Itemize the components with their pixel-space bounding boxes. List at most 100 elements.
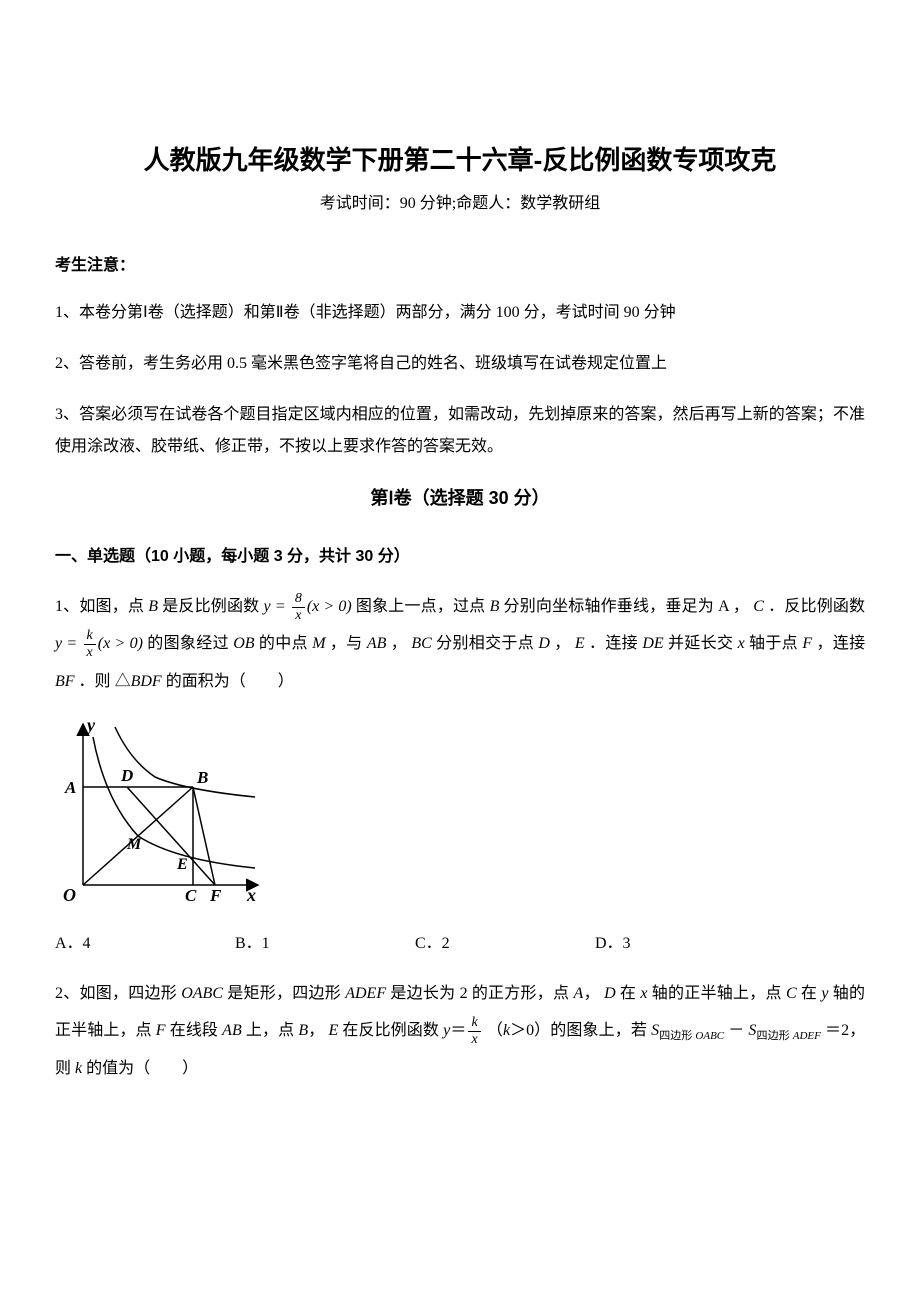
q1-text: ．则 xyxy=(79,673,111,690)
frac-num: 8 xyxy=(292,592,305,608)
q1-AB: AB xyxy=(367,635,387,652)
q2-D: D xyxy=(604,985,616,1002)
q2-text: 的值为（ ） xyxy=(86,1060,198,1077)
instruction-2: 2、答卷前，考生务必用 0.5 毫米黑色签字笔将自己的姓名、班级填写在试卷规定位… xyxy=(55,348,865,379)
q1-cond1: (x > 0) xyxy=(307,598,352,615)
question-1: 1、如图，点 B 是反比例函数 y = 8x(x > 0) 图象上一点，过点 B… xyxy=(55,588,865,701)
q1-choice-b: B．1 xyxy=(235,929,415,953)
q2-E: E xyxy=(328,1022,338,1039)
q1-choice-c: C．2 xyxy=(415,929,595,953)
label-x: x xyxy=(246,885,256,905)
q1-frac2: kx xyxy=(84,629,96,660)
sub-oabc: OABC xyxy=(695,1030,724,1042)
label-M: M xyxy=(126,836,142,853)
q2-sub2: 四边形 ADEF xyxy=(756,1030,820,1042)
notice-heading: 考生注意： xyxy=(55,251,865,275)
q2-text: ＞0）的图象上，若 xyxy=(510,1022,647,1039)
label-y: y xyxy=(85,715,96,735)
q2-text: 轴的正半轴上，点 xyxy=(652,985,782,1002)
q2-k: k xyxy=(503,1022,510,1039)
q1-M: M xyxy=(312,635,325,652)
q1-text: ， xyxy=(391,635,407,652)
q2-text: 上，点 xyxy=(246,1022,294,1039)
q1-text: ，与 xyxy=(330,635,363,652)
frac-den: x xyxy=(84,645,96,660)
q2-minus: － xyxy=(728,1022,744,1039)
q2-C: C xyxy=(786,985,797,1002)
q2-A: A xyxy=(574,985,584,1002)
q1-text: ， xyxy=(554,635,570,652)
q1-BDF: BDF xyxy=(131,673,162,690)
q1-text: 轴于点 xyxy=(749,635,798,652)
q1-comma: ， xyxy=(733,598,749,615)
sub-adef: ADEF xyxy=(793,1030,821,1042)
q1-text: 1、如图，点 xyxy=(55,598,144,615)
q2-text: 在线段 xyxy=(170,1022,218,1039)
frac-num: k xyxy=(84,629,96,645)
q1-OB: OB xyxy=(233,635,254,652)
q1-F: F xyxy=(802,635,812,652)
label-O: O xyxy=(63,885,76,905)
q2-y: y xyxy=(821,985,828,1002)
sub-text: 四边形 xyxy=(659,1030,692,1042)
q2-B: B xyxy=(298,1022,308,1039)
instruction-1: 1、本卷分第Ⅰ卷（选择题）和第Ⅱ卷（非选择题）两部分，满分 100 分，考试时间… xyxy=(55,297,865,328)
q1-choice-d: D．3 xyxy=(595,929,775,953)
q1-A: A xyxy=(718,598,729,615)
q1-D: D xyxy=(538,635,550,652)
label-E: E xyxy=(176,856,188,873)
q1-text: 是反比例函数 xyxy=(162,598,259,615)
q2-text: （ xyxy=(487,1022,503,1039)
instruction-3: 3、答案必须写在试卷各个题目指定区域内相应的位置，如需改动，先划掉原来的答案，然… xyxy=(55,399,865,461)
q1-BC: BC xyxy=(411,635,431,652)
q1-figure: y A D B M E O C F x xyxy=(55,715,865,915)
section1-heading: 一、单选题（10 小题，每小题 3 分，共计 30 分） xyxy=(55,542,865,566)
label-A: A xyxy=(64,778,76,797)
q1-B: B xyxy=(148,598,158,615)
q1-choice-a: A．4 xyxy=(55,929,235,953)
q1-C: C xyxy=(753,598,764,615)
q2-text: 是边长为 2 的正方形，点 xyxy=(390,985,569,1002)
part-heading: 第Ⅰ卷（选择题 30 分） xyxy=(55,484,865,510)
q1-text: 分别向坐标轴作垂线，垂足为 xyxy=(504,598,714,615)
q1-x: x xyxy=(738,635,745,652)
frac-den: x xyxy=(292,608,305,623)
q1-choices: A．4 B．1 C．2 D．3 xyxy=(55,929,865,953)
q1-text: ，连接 xyxy=(816,635,865,652)
label-B: B xyxy=(196,768,208,787)
q1-text: ．连接 xyxy=(589,635,638,652)
q1-E: E xyxy=(575,635,585,652)
q2-frac: kx xyxy=(468,1016,480,1047)
q2-text: 在反比例函数 xyxy=(342,1022,439,1039)
sub-text: 四边形 xyxy=(756,1030,789,1042)
q1-chart-svg: y A D B M E O C F x xyxy=(55,715,265,910)
question-2: 2、如图，四边形 OABC 是矩形，四边形 ADEF 是边长为 2 的正方形，点… xyxy=(55,975,865,1088)
q1-text: 的面积为（ ） xyxy=(166,673,294,690)
q2-OABC: OABC xyxy=(181,985,223,1002)
q2-text: 在 xyxy=(801,985,817,1002)
q2-S1: S xyxy=(651,1022,659,1039)
q2-x: x xyxy=(640,985,647,1002)
frac-num: k xyxy=(468,1016,480,1032)
q1-frac1: 8x xyxy=(292,592,305,623)
label-F: F xyxy=(209,886,222,905)
label-D: D xyxy=(120,766,133,785)
q2-text: 在 xyxy=(620,985,636,1002)
q1-eq: = xyxy=(271,598,290,615)
q2-eq: ＝ xyxy=(450,1022,466,1039)
q1-y: y xyxy=(264,598,271,615)
q1-B2: B xyxy=(490,598,500,615)
q1-text: ．反比例函数 xyxy=(768,598,865,615)
q1-BF: BF xyxy=(55,673,75,690)
q1-text: 图象上一点，过点 xyxy=(356,598,485,615)
q2-text: 2、如图，四边形 xyxy=(55,985,177,1002)
q1-text: 的中点 xyxy=(259,635,308,652)
subtitle: 考试时间：90 分钟;命题人：数学教研组 xyxy=(55,189,865,213)
page-title: 人教版九年级数学下册第二十六章-反比例函数专项攻克 xyxy=(55,140,865,177)
q2-text: 是矩形，四边形 xyxy=(227,985,341,1002)
q2-AB: AB xyxy=(222,1022,242,1039)
frac-den: x xyxy=(468,1032,480,1047)
q1-text: 并延长交 xyxy=(668,635,733,652)
q1-tri: △ xyxy=(115,673,131,690)
line-BF xyxy=(193,787,215,885)
